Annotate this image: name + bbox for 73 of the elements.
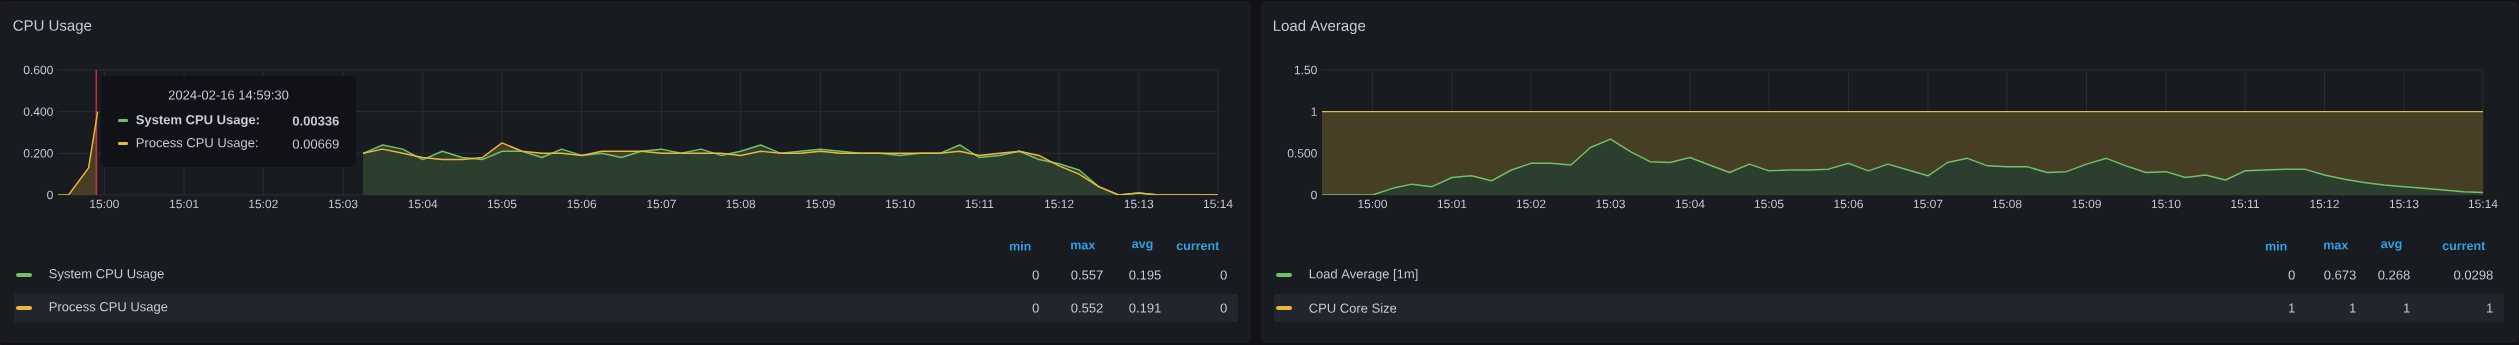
text: 0 (1032, 303, 1039, 313)
x-tick-label: 15:00 (90, 199, 119, 209)
legend-label: Load Average [1m] (1309, 268, 1418, 282)
x-tick-label: 15:03 (328, 199, 358, 209)
text: avg (2381, 241, 2402, 251)
x-tick-label: 15:07 (647, 199, 676, 209)
y-tick-label: 1 (1311, 107, 1317, 116)
text: current (1176, 241, 1220, 251)
x-tick-label: 15:13 (2389, 199, 2419, 209)
x-tick-label: 15:02 (1516, 199, 1546, 209)
text: 0.552 (1071, 303, 1103, 313)
text: 1 (2487, 303, 2493, 313)
text: max (2324, 242, 2349, 250)
y-tick-label: 0.500 (1287, 149, 1317, 158)
x-tick-label: 15:09 (2072, 199, 2101, 209)
x-tick-label: 15:04 (1675, 199, 1705, 209)
x-tick-label: 15:12 (2310, 199, 2339, 209)
chart-title: Load Average (1273, 20, 1366, 34)
x-tick-label: 15:00 (1358, 199, 1388, 209)
x-tick-label: 15:14 (2468, 199, 2498, 209)
x-tick-label: 15:12 (1044, 199, 1074, 209)
text: 0.268 (2378, 270, 2410, 280)
x-tick-label: 15:10 (886, 199, 915, 209)
x-tick-label: 15:10 (2151, 199, 2181, 209)
text: 0.673 (2324, 270, 2356, 280)
x-tick-label: 15:03 (1596, 199, 1625, 209)
y-tick-label: 0.600 (23, 65, 53, 75)
x-tick-label: 15:01 (1437, 199, 1467, 209)
text: 0.195 (1129, 270, 1161, 280)
x-tick-label: 15:06 (1834, 199, 1863, 209)
x-tick-label: 15:08 (726, 199, 756, 209)
text: avg (1132, 241, 1153, 251)
annotation: 0.00336 (292, 116, 339, 126)
x-tick-label: 15:08 (1992, 199, 2022, 209)
y-tick-label: 1.50 (1294, 65, 1317, 75)
x-tick-label: 15:02 (249, 199, 278, 209)
x-tick-label: 15:14 (1203, 199, 1233, 209)
chart-title: CPU Usage (13, 20, 92, 34)
x-tick-label: 15:05 (487, 199, 517, 209)
text: 0.191 (1129, 303, 1161, 313)
text: max (1071, 242, 1096, 250)
annotation: Process CPU Usage: (136, 138, 258, 150)
text: 1 (2350, 303, 2356, 313)
x-tick-label: 15:11 (2231, 199, 2259, 209)
text: 1 (2289, 303, 2295, 313)
text: 1 (2404, 303, 2410, 313)
x-tick-label: 15:01 (169, 199, 199, 209)
y-tick-label: 0 (47, 190, 53, 200)
text: min (2265, 241, 2287, 251)
text: 0.0298 (2454, 270, 2493, 280)
y-tick-label: 0 (1311, 190, 1317, 200)
legend-label: Process CPU Usage (49, 302, 168, 314)
text: min (1009, 241, 1031, 251)
legend-label: System CPU Usage (49, 269, 164, 281)
annotation: 0.00669 (292, 139, 339, 149)
text: current (2442, 241, 2486, 251)
text: 0 (1220, 303, 1227, 313)
text: 0 (2288, 270, 2295, 280)
annotation: 2024-02-16 14:59:30 (168, 90, 289, 100)
annotation: System CPU Usage: (136, 115, 259, 127)
x-tick-label: 15:09 (806, 199, 835, 209)
x-tick-label: 15:04 (408, 199, 438, 209)
text: 0 (1220, 270, 1227, 280)
text: 0.557 (1071, 270, 1103, 280)
y-tick-label: 0.400 (23, 107, 53, 116)
x-tick-label: 15:06 (567, 199, 597, 209)
x-tick-label: 15:11 (965, 199, 994, 209)
text: 0 (1032, 270, 1039, 280)
legend-label: CPU Core Size (1309, 303, 1397, 313)
x-tick-label: 15:05 (1754, 199, 1784, 209)
y-tick-label: 0.200 (23, 149, 53, 158)
x-tick-label: 15:07 (1913, 199, 1943, 209)
x-tick-label: 15:13 (1124, 199, 1154, 209)
